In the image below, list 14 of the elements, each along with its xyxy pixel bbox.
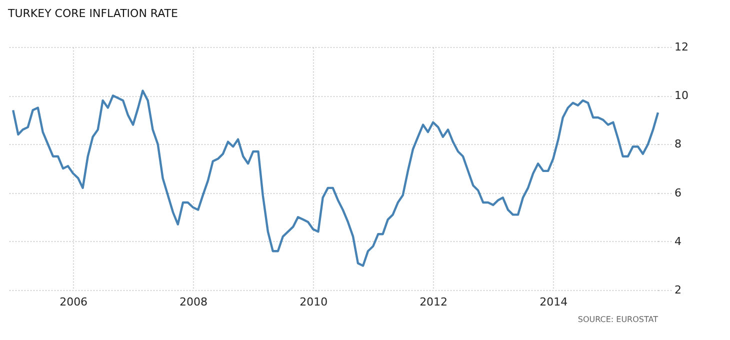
y-tick-label: 6: [674, 186, 682, 200]
y-tick-label: 2: [674, 284, 682, 296]
y-tick-label: 4: [674, 234, 682, 248]
x-tick-label: 2012: [420, 296, 448, 308]
chart-title: TURKEY CORE INFLATION RATE: [7, 7, 178, 20]
x-tick-label: 2006: [60, 296, 88, 308]
y-tick-label: 8: [674, 138, 682, 151]
y-tick-label: 12: [674, 40, 688, 54]
y-tick-label: 10: [674, 89, 688, 102]
x-tick-label: 2010: [300, 296, 328, 308]
source-note: SOURCE: EUROSTAT: [578, 315, 658, 324]
x-tick-label: 2014: [540, 296, 568, 308]
line-series: [12, 90, 660, 267]
x-tick-label: 2008: [180, 296, 208, 308]
